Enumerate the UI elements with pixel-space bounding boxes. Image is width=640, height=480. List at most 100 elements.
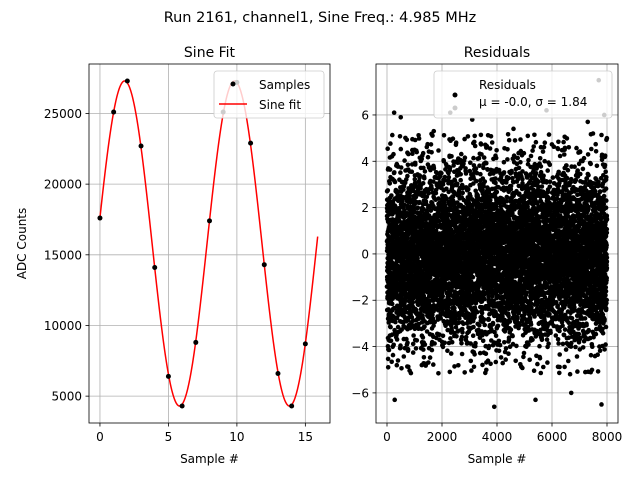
- residual-point: [514, 343, 519, 349]
- residual-point: [401, 354, 407, 359]
- residual-point: [466, 187, 471, 192]
- residual-point: [480, 362, 485, 368]
- residual-point: [440, 182, 446, 187]
- residual-point: [398, 146, 404, 152]
- residual-point: [429, 347, 435, 353]
- sample-point: [248, 140, 254, 146]
- residual-point: [398, 165, 404, 170]
- residual-point: [490, 320, 496, 326]
- residual-point: [441, 133, 447, 138]
- residual-point: [488, 134, 494, 139]
- residual-point: [399, 327, 405, 332]
- residual-point: [488, 198, 493, 203]
- sine-fit-xtick-label: 10: [229, 430, 244, 444]
- residual-point: [390, 132, 395, 138]
- residual-point: [392, 170, 397, 175]
- residual-point: [487, 146, 493, 151]
- residual-point: [417, 173, 423, 178]
- residual-point: [447, 369, 453, 375]
- residual-point: [433, 228, 439, 234]
- residual-point: [404, 336, 409, 342]
- residual-point: [450, 136, 456, 141]
- residual-point: [406, 364, 411, 370]
- residual-point: [494, 189, 500, 195]
- residual-point: [410, 151, 415, 156]
- sine-fit-ytick-label: 10000: [44, 319, 82, 333]
- residual-point: [405, 162, 411, 168]
- residual-point: [505, 147, 510, 152]
- residual-point: [386, 320, 392, 325]
- sine-fit-axes-frame: [88, 63, 331, 424]
- residual-point: [445, 348, 450, 354]
- residual-point: [420, 335, 426, 340]
- residual-point: [413, 225, 419, 231]
- residual-point: [477, 323, 482, 328]
- residual-point: [395, 358, 401, 363]
- sample-point: [302, 341, 308, 347]
- residual-point: [394, 337, 400, 342]
- residual-point: [463, 171, 469, 176]
- residual-point: [429, 186, 435, 191]
- residual-point: [428, 142, 434, 147]
- residual-point: [478, 132, 484, 138]
- residual-point: [393, 319, 398, 325]
- residual-point: [436, 371, 441, 376]
- residual-point: [385, 188, 391, 193]
- residual-point: [412, 176, 418, 182]
- residual-point: [391, 342, 397, 348]
- residual-point: [482, 296, 487, 302]
- sine-fit-ylabel: ADC Counts: [15, 208, 29, 280]
- residual-point: [453, 140, 459, 145]
- residual-point: [412, 137, 418, 143]
- residual-point: [410, 341, 416, 347]
- residual-point: [482, 322, 488, 328]
- residual-point: [448, 351, 454, 356]
- residual-point: [502, 340, 507, 345]
- residual-point: [425, 154, 431, 160]
- residual-point: [436, 218, 442, 224]
- sample-point: [111, 109, 117, 115]
- residual-point: [428, 208, 434, 213]
- residual-point: [505, 157, 510, 162]
- residual-point: [439, 170, 444, 176]
- sine-fit-ytick-label: 5000: [51, 390, 82, 404]
- residual-point: [431, 179, 436, 184]
- sine-fit-curve: [99, 80, 319, 407]
- residual-point: [484, 367, 489, 373]
- residual-point: [506, 137, 512, 143]
- residual-point: [388, 338, 394, 344]
- residual-point: [503, 346, 509, 351]
- residual-point: [440, 333, 446, 339]
- residual-point: [398, 170, 403, 175]
- residual-point: [465, 134, 471, 139]
- residual-point: [421, 165, 426, 171]
- residual-point: [410, 350, 416, 355]
- residual-point: [438, 316, 444, 321]
- sample-point: [179, 403, 185, 409]
- sine-fit-curve-group: [99, 80, 319, 407]
- residual-point: [412, 326, 418, 332]
- sample-point: [289, 403, 295, 409]
- residual-point: [459, 351, 465, 357]
- residual-point: [422, 342, 428, 347]
- residual-point: [422, 324, 427, 329]
- residual-point: [486, 317, 492, 322]
- residual-point: [480, 338, 486, 344]
- residual-point: [472, 139, 477, 145]
- residual-point: [498, 355, 504, 360]
- residual-point: [473, 340, 478, 346]
- residual-point: [437, 332, 442, 337]
- residual-point: [395, 324, 401, 330]
- residual-point: [510, 333, 515, 339]
- residual-point: [463, 334, 469, 340]
- residual-point: [478, 142, 484, 147]
- residual-point: [455, 181, 460, 187]
- residual-point: [415, 255, 420, 261]
- residual-point: [507, 319, 513, 324]
- sample-point: [275, 371, 281, 377]
- residual-point: [430, 312, 435, 318]
- residual-point: [458, 172, 464, 177]
- residual-point: [429, 150, 434, 155]
- residual-point: [406, 151, 411, 157]
